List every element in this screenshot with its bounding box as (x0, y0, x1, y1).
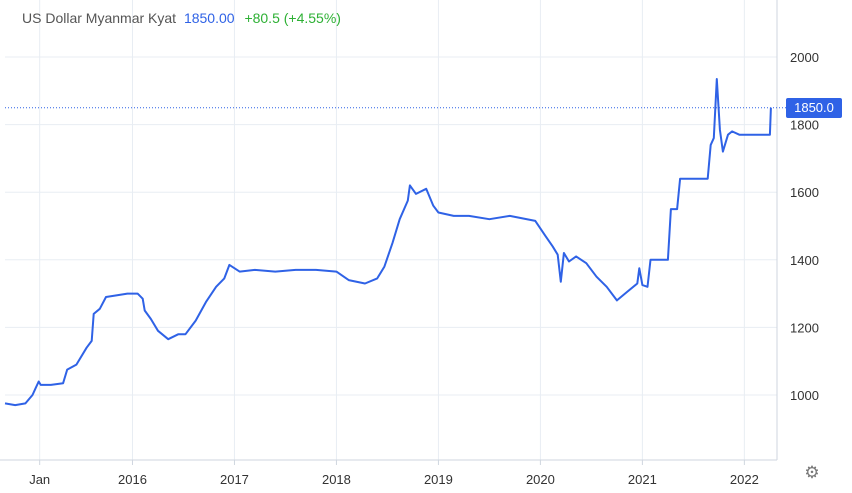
y-tick-label: 2000 (790, 50, 819, 65)
y-tick-label: 1000 (790, 388, 819, 403)
current-price-tag: 1850.0 (786, 98, 842, 118)
y-tick-label: 1200 (790, 320, 819, 335)
x-axis: Jan 2016 2017 2018 2019 2020 2021 2022 (29, 460, 759, 487)
x-tick-label: 2016 (118, 472, 147, 487)
x-tick-label: 2019 (424, 472, 453, 487)
x-tick-label: 2018 (322, 472, 351, 487)
gear-icon[interactable]: ⚙ (804, 463, 820, 482)
x-tick-label: 2022 (730, 472, 759, 487)
current-price: 1850.00 (183, 10, 235, 26)
series-line[interactable] (4, 78, 772, 407)
price-change: +80.5 (+4.55%) (244, 10, 341, 26)
instrument-name: US Dollar Myanmar Kyat (22, 10, 177, 26)
y-axis: 1000 1200 1400 1600 1800 2000 (790, 50, 819, 403)
x-tick-label: 2021 (628, 472, 657, 487)
y-tick-label: 1400 (790, 253, 819, 268)
y-tick-label: 1600 (790, 185, 819, 200)
x-tick-label: 2020 (526, 472, 555, 487)
x-tick-label: 2017 (220, 472, 249, 487)
x-tick-label: Jan (29, 472, 50, 487)
chart-header: US Dollar Myanmar Kyat 1850.00 +80.5 (+4… (22, 10, 341, 26)
grid (5, 0, 777, 460)
y-tick-label: 1800 (790, 118, 819, 133)
